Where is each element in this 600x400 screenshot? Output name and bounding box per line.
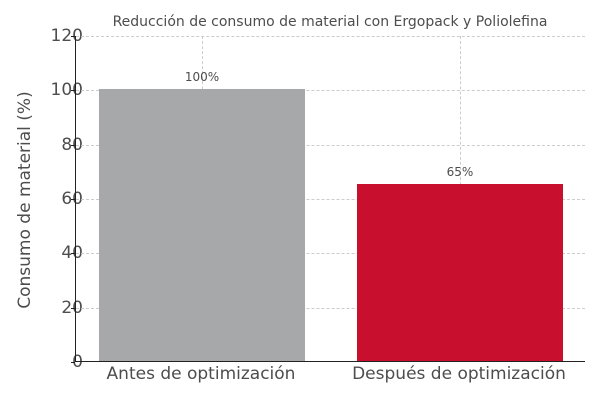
y-tick-label: 100	[50, 80, 83, 101]
y-tick-mark	[71, 36, 75, 37]
bar-antes	[99, 89, 305, 361]
bar-value-label: 100%	[184, 70, 220, 85]
y-tick-mark	[71, 253, 75, 255]
y-tick-mark	[71, 199, 75, 200]
x-tick-label: Después de optimización	[352, 364, 566, 384]
y-tick-mark	[71, 307, 75, 309]
y-gridline	[76, 199, 585, 200]
y-axis-label: Consumo de material (%)	[15, 91, 35, 309]
bar-value-label: 65%	[446, 165, 474, 180]
y-tick-mark	[71, 144, 75, 146]
y-gridline	[76, 90, 585, 92]
y-gridline	[76, 307, 585, 309]
x-tick-label: Antes de optimización	[106, 364, 296, 384]
y-tick-label: 0	[72, 352, 83, 372]
y-tick-label: 120	[50, 26, 83, 46]
y-gridline	[76, 144, 585, 146]
y-gridline	[76, 253, 585, 255]
chart-title: Reducción de consumo de material con Erg…	[112, 14, 548, 30]
bar-despues	[357, 184, 563, 361]
y-tick-mark	[71, 90, 75, 92]
y-gridline	[76, 36, 585, 37]
y-tick-mark	[71, 362, 75, 363]
plot-area: 100% 65%	[75, 36, 585, 362]
